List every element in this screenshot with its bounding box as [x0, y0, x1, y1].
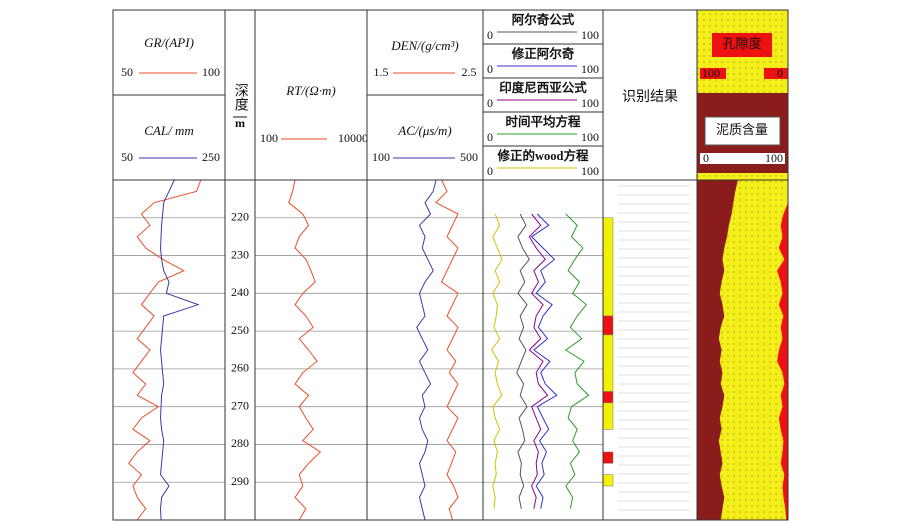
curve-name: CAL/ mm [144, 123, 193, 138]
log-curve [528, 213, 549, 509]
log-curve [435, 179, 459, 521]
scale-label: 100 [581, 164, 599, 178]
curve-name: 印度尼西亚公式 [499, 80, 587, 95]
scale-label: 50 [121, 150, 133, 164]
scale-label: 0 [703, 151, 709, 165]
result-interval [602, 451, 614, 464]
scale-label: 0 [487, 164, 493, 178]
scale-label: 100 [260, 131, 278, 145]
track-title: 识别结果 [622, 89, 678, 105]
curve-area [697, 180, 738, 520]
curve-area [777, 180, 788, 520]
scale-label: 100 [372, 150, 390, 164]
depth-label: 深度 [233, 83, 249, 111]
depth-tick-label: 270 [231, 398, 249, 412]
scale-label: 0 [777, 66, 783, 80]
depth-tick-label: 280 [231, 436, 249, 450]
log-curve [491, 213, 503, 509]
scale-label: 2.5 [462, 65, 477, 79]
log-curve [160, 179, 200, 521]
label-box [712, 33, 772, 57]
depth-tick-label: 260 [231, 361, 249, 375]
scale-label: 100 [581, 130, 599, 144]
curve-name: 泥质含量 [716, 122, 768, 137]
scale-label: 0 [487, 96, 493, 110]
result-interval [602, 217, 614, 317]
log-curve [288, 179, 322, 521]
curve-name: 阿尔奇公式 [512, 12, 575, 27]
scale-label: 500 [460, 150, 478, 164]
result-interval [602, 391, 614, 404]
scale-label: 250 [202, 150, 220, 164]
scale-label: 100 [581, 28, 599, 42]
scale-label: 100 [765, 151, 783, 165]
scale-label: 0 [487, 28, 493, 42]
curve-name: AC/(μs/m) [397, 123, 451, 138]
result-interval [602, 334, 614, 392]
log-curve [516, 213, 530, 509]
result-interval [602, 474, 614, 487]
scale-label: 50 [121, 65, 133, 79]
result-interval [602, 402, 614, 430]
scale-label: 1.5 [374, 65, 389, 79]
log-curve [416, 179, 437, 521]
log-curve [530, 213, 558, 509]
curve-name: DEN/(g/cm³) [390, 38, 458, 53]
scale-label: 100 [581, 96, 599, 110]
curve-name: 时间平均方程 [505, 114, 581, 129]
depth-tick-label: 250 [231, 323, 249, 337]
scale-label: 0 [487, 62, 493, 76]
scale-strip [700, 68, 726, 79]
depth-tick-label: 220 [231, 210, 249, 224]
scale-label: 100 [702, 66, 720, 80]
curve-name: 孔隙度 [722, 36, 761, 51]
depth-tick-label: 230 [231, 247, 249, 261]
scale-strip [764, 68, 788, 79]
scale-label: 100 [202, 65, 220, 79]
curve-name: GR/(API) [144, 35, 194, 50]
scale-label: 100 [581, 62, 599, 76]
scale-strip [700, 153, 785, 164]
log-curve [564, 213, 590, 509]
depth-unit: m [235, 116, 245, 130]
scale-label: 10000 [338, 131, 368, 145]
log-curve [128, 179, 202, 521]
label-box [704, 116, 781, 146]
result-interval [602, 315, 614, 336]
scale-label: 0 [487, 130, 493, 144]
curve-name: RT/(Ω·m) [285, 83, 335, 98]
frame [112, 9, 789, 521]
depth-tick-label: 240 [231, 285, 249, 299]
depth-tick-label: 290 [231, 474, 249, 488]
curve-name: 修正的wood方程 [497, 148, 589, 163]
curve-name: 修正阿尔奇 [511, 46, 575, 61]
